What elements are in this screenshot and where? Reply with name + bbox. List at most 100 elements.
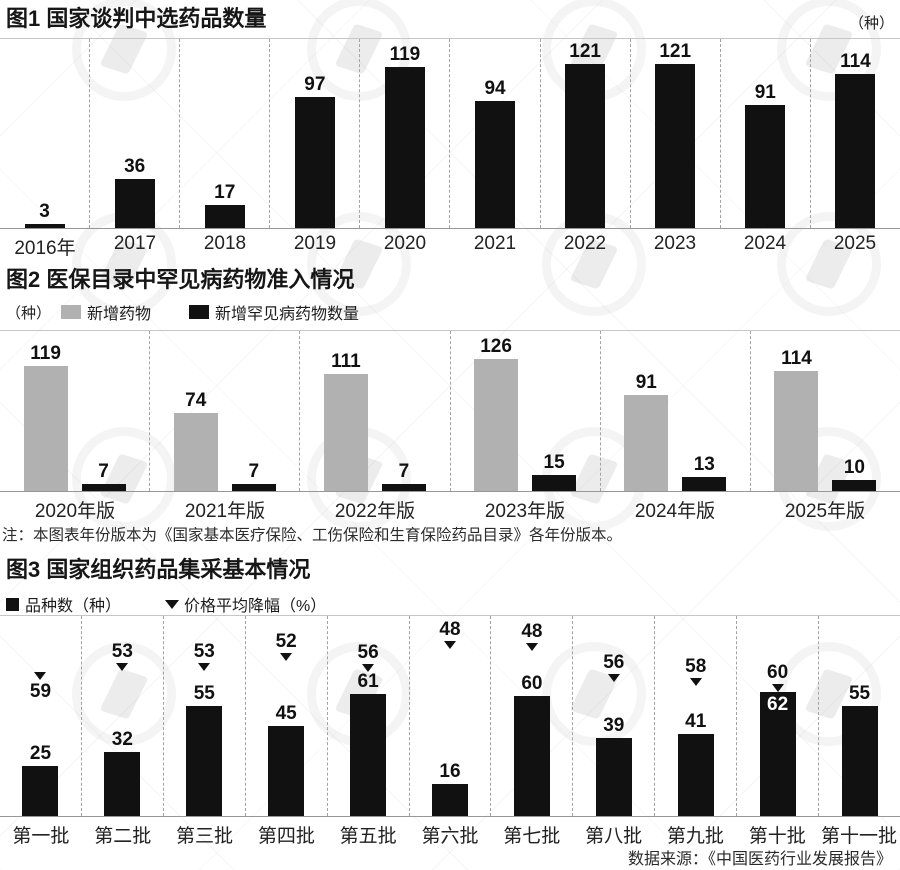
down-arrow-icon bbox=[34, 672, 47, 680]
pricecut-value: 53 bbox=[193, 641, 215, 662]
chart2-stack: 74 bbox=[173, 390, 218, 491]
axis-category-label: 2020年版 bbox=[34, 501, 116, 522]
chart2-legend: （种） 新增药物 新增罕见病药物数量 bbox=[0, 297, 900, 325]
axis-category-label: 2018 bbox=[203, 233, 247, 254]
bar: 62 bbox=[759, 692, 796, 816]
chart2-legend-item-rare-drugs: 新增罕见病药物数量 bbox=[189, 300, 359, 324]
bar-value-label: 13 bbox=[693, 454, 715, 475]
chart2-section: 图2 医保目录中罕见病药物准入情况 （种） 新增药物 新增罕见病药物数量 119… bbox=[0, 255, 900, 545]
bar-value-label: 10 bbox=[843, 457, 865, 478]
chart3-column: 56 39 bbox=[573, 616, 656, 816]
chart2-group: 114 10 bbox=[751, 331, 900, 491]
bar bbox=[104, 752, 141, 816]
pricecut-marker: 56 bbox=[328, 643, 409, 672]
bar bbox=[186, 706, 223, 816]
chart2-bar-pair: 119 7 bbox=[23, 344, 126, 491]
bar-value-label: 16 bbox=[439, 761, 461, 782]
bar-value-label: 114 bbox=[840, 51, 871, 72]
chart1-plot: 3 36 17 97 119 94 121 121 91 114 bbox=[0, 39, 900, 229]
pricecut-value: 60 bbox=[767, 662, 789, 683]
bar bbox=[682, 477, 727, 491]
axis-category-label: 2020 bbox=[383, 233, 427, 254]
axis-category-label: 2022 bbox=[563, 233, 607, 254]
chart1-column: 17 bbox=[180, 39, 271, 228]
chart2-group: 126 15 bbox=[451, 331, 601, 491]
axis-category-label: 2023 bbox=[653, 233, 697, 254]
pricecut-value: 48 bbox=[521, 621, 543, 642]
pricecut-marker: 53 bbox=[164, 642, 245, 671]
chart2-stack: 10 bbox=[832, 457, 877, 491]
chart3-column: 58 41 bbox=[655, 616, 738, 816]
chart2-plot: 119 7 74 7 111 7 126 15 91 13 114 10 bbox=[0, 330, 900, 492]
chart2-stack: 7 bbox=[231, 462, 276, 491]
bar-value-label: 55 bbox=[193, 683, 215, 704]
axis-category-label: 2023年版 bbox=[484, 501, 566, 522]
chart3-column: 48 16 bbox=[410, 616, 492, 816]
chart3-column: 55 bbox=[819, 616, 900, 816]
chart2-legend-label-2: 新增罕见病药物数量 bbox=[215, 306, 360, 323]
axis-category-label: 第四批 bbox=[257, 826, 315, 847]
chart2-unit-label: （种） bbox=[6, 304, 52, 322]
bar bbox=[323, 374, 368, 491]
chart3-column: 53 55 bbox=[164, 616, 246, 816]
chart2-stack: 119 bbox=[23, 344, 68, 491]
pricecut-marker: 48 bbox=[491, 622, 572, 651]
bar bbox=[381, 484, 426, 491]
bar-value-label: 7 bbox=[398, 461, 410, 482]
axis-category-label: 2024年版 bbox=[634, 501, 716, 522]
pricecut-value: 48 bbox=[439, 619, 461, 640]
down-arrow-icon bbox=[165, 599, 180, 609]
axis-category-label: 第七批 bbox=[503, 826, 561, 847]
bar bbox=[774, 371, 819, 491]
pricecut-value: 53 bbox=[111, 641, 133, 662]
bar bbox=[204, 205, 245, 228]
chart3-column: 59 25 bbox=[0, 616, 82, 816]
bar bbox=[384, 67, 425, 228]
bar bbox=[231, 484, 276, 491]
axis-category-label: 第十一批 bbox=[821, 826, 898, 847]
bar bbox=[745, 105, 786, 228]
chart2-stack: 126 bbox=[474, 336, 519, 491]
axis-category-label: 2025 bbox=[833, 233, 877, 254]
chart1-category-axis: 2016年 2017 2018 2019 2020 2021 2022 2023 2024 202… bbox=[0, 229, 900, 259]
chart3-section: 图3 国家组织药品集采基本情况 品种数（种） 价格平均降幅（%） 59 25 53 3… bbox=[0, 545, 900, 869]
chart3-legend-label-1: 品种数（种） bbox=[25, 598, 122, 615]
axis-category-label: 第二批 bbox=[94, 826, 152, 847]
down-arrow-icon bbox=[607, 674, 620, 682]
pricecut-marker: 53 bbox=[82, 642, 163, 671]
chart1-column: 97 bbox=[270, 39, 361, 228]
bar bbox=[24, 224, 65, 228]
axis-category-label: 2016年 bbox=[14, 238, 76, 259]
bar bbox=[532, 475, 577, 491]
pricecut-value: 56 bbox=[603, 652, 625, 673]
pricecut-marker: 58 bbox=[655, 657, 736, 686]
chart2-bar-pair: 111 7 bbox=[323, 352, 426, 491]
chart2-category-axis: 2020年版 2021年版 2022年版 2023年版 2024年版 2025年版 bbox=[0, 492, 900, 522]
chart1-header: 图1 国家谈判中选药品数量 （种） bbox=[0, 0, 900, 39]
bar bbox=[655, 64, 696, 228]
pricecut-value: 58 bbox=[685, 656, 707, 677]
chart1-column: 121 bbox=[631, 39, 721, 228]
bar-value-label: 121 bbox=[569, 41, 601, 62]
chart1-column: 91 bbox=[721, 39, 811, 228]
pricecut-marker: 48 bbox=[410, 620, 491, 649]
bar-value-label: 60 bbox=[521, 673, 543, 694]
chart3-category-axis: 第一批 第二批 第三批 第四批 第五批 第六批 第七批 第八批 第九批 第十批 第十一批 bbox=[0, 817, 900, 847]
axis-category-label: 2024 bbox=[743, 233, 787, 254]
bar-value-label: 32 bbox=[111, 729, 133, 750]
axis-category-label: 第三批 bbox=[176, 826, 234, 847]
bar-value-label: 74 bbox=[185, 390, 207, 411]
bar-value-label: 97 bbox=[304, 74, 326, 95]
chart2-title: 图2 医保目录中罕见病药物准入情况 bbox=[6, 267, 355, 292]
bar-value-label: 15 bbox=[543, 452, 565, 473]
down-arrow-icon bbox=[443, 641, 456, 649]
bar-value-label: 94 bbox=[484, 78, 506, 99]
chart2-group: 74 7 bbox=[150, 331, 301, 491]
chart2-bar-pair: 74 7 bbox=[173, 390, 276, 491]
bar-value-label: 126 bbox=[480, 336, 512, 357]
chart2-bar-pair: 126 15 bbox=[474, 336, 577, 491]
chart2-stack: 114 bbox=[774, 349, 819, 491]
bar-value-label: 121 bbox=[659, 41, 692, 62]
axis-category-label: 2025年版 bbox=[784, 501, 866, 522]
chart3-legend: 品种数（种） 价格平均降幅（%） bbox=[0, 591, 900, 615]
